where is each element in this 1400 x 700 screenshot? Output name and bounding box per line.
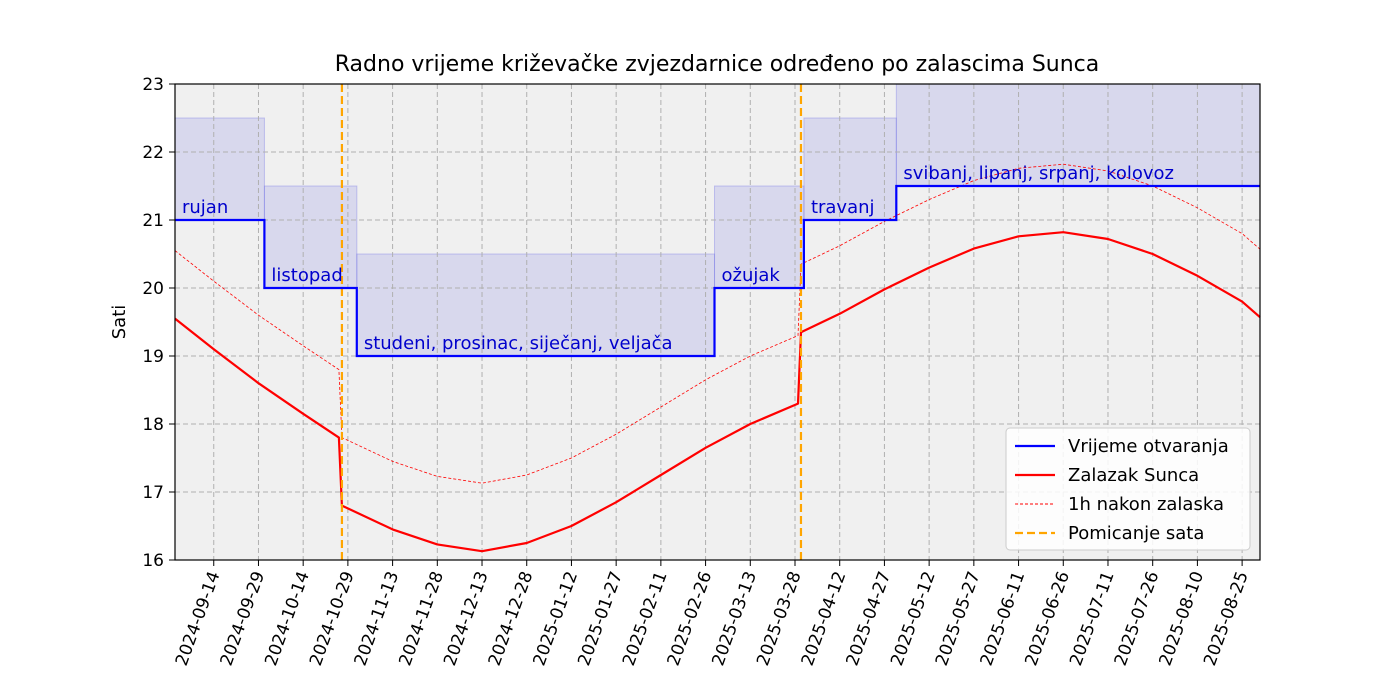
- x-tick-label-22: 2025-08-10: [1156, 569, 1209, 669]
- x-tick-label-5: 2024-11-28: [395, 569, 448, 669]
- legend-label-1: Zalazak Sunca: [1068, 465, 1199, 486]
- plot-area: rujan listopad studeni, prosinac, siječanj…: [142, 75, 1261, 669]
- legend-label-2: 1h nakon zalaska: [1068, 494, 1224, 515]
- y-tick-label-5: 21: [142, 211, 164, 231]
- x-tick-label-4: 2024-11-13: [351, 569, 404, 669]
- x-tick-label-8: 2025-01-12: [530, 569, 583, 669]
- sunset-line: [174, 231, 1261, 553]
- legend-label-3: Pomicanje sata: [1068, 523, 1204, 544]
- opening-band-5: [895, 83, 1261, 187]
- x-tick-label-6: 2024-12-13: [440, 569, 493, 669]
- y-tick-label-0: 16: [142, 551, 164, 571]
- legend-label-0: Vrijeme otvaranja: [1068, 436, 1229, 457]
- legend: Vrijeme otvaranja Zalazak Sunca 1h nakon z…: [1005, 427, 1251, 551]
- x-tick-label-7: 2024-12-28: [485, 569, 538, 669]
- plot-frame: [174, 83, 1261, 561]
- month-label-0: rujan: [182, 197, 228, 218]
- x-tick-label-18: 2025-06-11: [977, 569, 1030, 669]
- y-tick-label-6: 22: [142, 143, 164, 163]
- sunset-plus-1h-line: [174, 163, 1261, 484]
- opening-band-0: [174, 117, 265, 221]
- x-tick-label-23: 2025-08-25: [1200, 569, 1253, 669]
- x-tick-label-10: 2025-02-11: [619, 569, 672, 669]
- x-tick-label-2: 2024-10-14: [261, 569, 314, 669]
- y-axis-label: Sati: [109, 305, 130, 340]
- x-tick-label-15: 2025-04-27: [843, 569, 896, 669]
- x-tick-label-20: 2025-07-11: [1066, 569, 1119, 669]
- y-tick-label-3: 19: [142, 347, 164, 367]
- y-tick-label-2: 18: [142, 415, 164, 435]
- month-label-2: studeni, prosinac, siječanj, veljača: [364, 333, 673, 354]
- x-tick-label-1: 2024-09-29: [217, 569, 270, 669]
- x-tick-label-13: 2025-03-28: [753, 569, 806, 669]
- x-tick-label-11: 2025-02-26: [664, 569, 717, 669]
- x-tick-label-16: 2025-05-12: [887, 569, 940, 669]
- x-tick-label-19: 2025-06-26: [1021, 569, 1074, 669]
- legend-box: [1005, 427, 1251, 551]
- x-tick-label-3: 2024-10-29: [306, 569, 359, 669]
- y-tick-label-7: 23: [142, 75, 164, 95]
- x-tick-label-14: 2025-04-12: [798, 569, 851, 669]
- x-tick-label-21: 2025-07-26: [1111, 569, 1164, 669]
- opening-band-3: [714, 185, 805, 289]
- x-tick-label-0: 2024-09-14: [172, 569, 225, 669]
- opening-band-2: [356, 253, 716, 357]
- x-tick-label-17: 2025-05-27: [932, 569, 985, 669]
- chart-title: Radno vrijeme križevačke zvjezdarnice od…: [335, 52, 1100, 77]
- x-tick-label-12: 2025-03-13: [708, 569, 761, 669]
- month-label-4: travanj: [811, 197, 875, 218]
- month-label-1: listopad: [271, 265, 342, 286]
- month-label-3: ožujak: [722, 265, 781, 286]
- x-tick-label-9: 2025-01-27: [574, 569, 627, 669]
- opening-time-line: [175, 184, 1260, 358]
- y-tick-label-4: 20: [142, 279, 164, 299]
- month-label-5: svibanj, lipanj, srpanj, kolovoz: [903, 163, 1174, 184]
- y-tick-label-1: 17: [142, 483, 164, 503]
